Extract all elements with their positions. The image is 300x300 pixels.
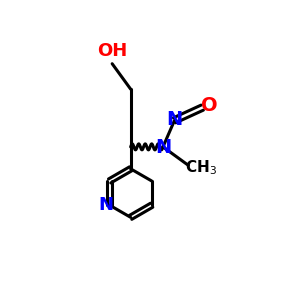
Text: OH: OH [97, 42, 127, 60]
Text: N: N [155, 138, 172, 157]
Text: N: N [98, 196, 113, 214]
Text: CH$_3$: CH$_3$ [185, 158, 217, 177]
Text: O: O [201, 96, 217, 115]
Text: N: N [166, 110, 182, 129]
